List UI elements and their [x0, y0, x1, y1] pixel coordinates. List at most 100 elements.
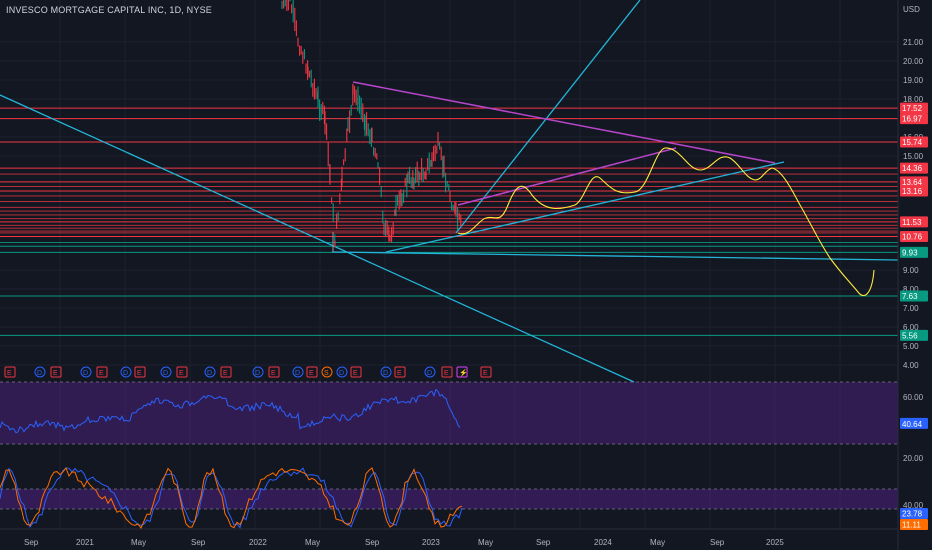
time-tick-label: 2025: [766, 538, 784, 547]
price-tick-label: 15.00: [903, 152, 924, 161]
earnings-marker: [441, 366, 453, 378]
price-tick-label: 9.00: [903, 266, 919, 275]
event-label: D: [37, 370, 42, 377]
time-tick-label: Sep: [365, 538, 380, 547]
dividend-marker: [252, 366, 264, 378]
stoch-k-badge: [900, 508, 928, 519]
rsi-value-label: 40.64: [902, 420, 923, 429]
level-price-badge: [900, 216, 928, 228]
price-candles: [281, 0, 462, 248]
event-label: E: [397, 370, 402, 377]
trendline: [0, 94, 635, 383]
earnings-marker: [456, 366, 468, 378]
stoch-d-label: 11.11: [902, 521, 921, 530]
dividend-marker: [80, 366, 92, 378]
event-label: E: [483, 370, 488, 377]
rsi-line: [0, 388, 461, 434]
event-label: D: [383, 370, 388, 377]
level-price-label: 13.16: [902, 187, 923, 196]
earnings-marker: [480, 366, 492, 378]
level-price-label: 14.36: [902, 164, 923, 173]
event-label: E: [53, 370, 58, 377]
event-label: ⚡: [459, 368, 468, 377]
level-price-badge: [900, 290, 928, 302]
time-tick-label: 2022: [249, 538, 267, 547]
price-tick-label: 7.00: [903, 304, 919, 313]
stoch-k-label: 23.78: [902, 510, 923, 519]
stoch-band: [0, 489, 898, 509]
level-price-badge: [900, 113, 928, 125]
time-tick-label: Sep: [191, 538, 206, 547]
event-label: E: [309, 370, 314, 377]
trendline: [385, 161, 785, 253]
dividend-marker: [321, 366, 333, 378]
level-price-badge: [900, 102, 928, 114]
event-label: D: [207, 370, 212, 377]
time-tick-label: 2023: [422, 538, 440, 547]
rsi-tick-label: 20.00: [903, 454, 924, 463]
time-tick-label: Sep: [24, 538, 39, 547]
event-label: E: [271, 370, 276, 377]
level-price-label: 11.53: [902, 218, 922, 227]
price-tick-label: 6.00: [903, 323, 919, 332]
symbol-title[interactable]: INVESCO MORTGAGE CAPITAL INC, 1D, NYSE: [6, 5, 212, 15]
event-label: E: [137, 370, 142, 377]
event-label: E: [179, 370, 184, 377]
level-price-label: 5.56: [902, 331, 918, 340]
event-label: D: [427, 370, 432, 377]
event-label: E: [444, 370, 449, 377]
time-tick-label: 2021: [76, 538, 94, 547]
event-label: S: [324, 370, 329, 377]
event-label: D: [255, 370, 260, 377]
price-tick-label: 19.00: [903, 76, 924, 85]
grid-lines: [0, 0, 898, 530]
stoch-d-badge: [900, 519, 928, 530]
event-label: D: [83, 370, 88, 377]
earnings-marker: [306, 366, 318, 378]
dividend-marker: [204, 366, 216, 378]
event-label: E: [99, 370, 104, 377]
level-price-label: 17.52: [902, 104, 923, 113]
level-price-label: 9.93: [902, 248, 918, 257]
stoch-d-line: [0, 466, 463, 529]
trendline: [455, 0, 641, 234]
event-label: E: [7, 370, 12, 377]
rsi-tick-label: 60.00: [903, 393, 924, 402]
event-label: D: [163, 370, 168, 377]
dividend-marker: [424, 366, 436, 378]
earnings-marker: [176, 366, 188, 378]
earnings-marker: [96, 366, 108, 378]
price-tick-label: 4.00: [903, 361, 919, 370]
time-tick-label: May: [131, 538, 146, 547]
rsi-band: [0, 382, 898, 444]
price-tick-label: 20.00: [903, 57, 924, 66]
level-price-label: 15.74: [902, 138, 923, 147]
level-price-badge: [900, 185, 928, 197]
time-tick-label: Sep: [710, 538, 725, 547]
earnings-marker: [220, 366, 232, 378]
event-label: E: [353, 370, 358, 377]
price-tick-label: 8.00: [903, 285, 919, 294]
dividend-marker: [380, 366, 392, 378]
level-price-label: 7.63: [902, 292, 918, 301]
level-price-label: 13.64: [902, 178, 923, 187]
earnings-marker: [4, 366, 16, 378]
trendline: [331, 251, 899, 261]
level-price-badge: [900, 329, 928, 341]
time-tick-label: May: [305, 538, 320, 547]
time-tick-label: May: [650, 538, 665, 547]
dividend-marker: [34, 366, 46, 378]
earnings-marker: [134, 366, 146, 378]
price-tick-label: 5.00: [903, 342, 919, 351]
dividend-marker: [160, 366, 172, 378]
level-price-badge: [900, 231, 928, 243]
earnings-marker: [50, 366, 62, 378]
price-tick-label: 18.00: [903, 95, 924, 104]
level-price-badge: [900, 136, 928, 148]
projection-path: [457, 147, 875, 296]
dividend-marker: [120, 366, 132, 378]
earnings-marker: [394, 366, 406, 378]
triangle-lower-line: [457, 147, 677, 206]
